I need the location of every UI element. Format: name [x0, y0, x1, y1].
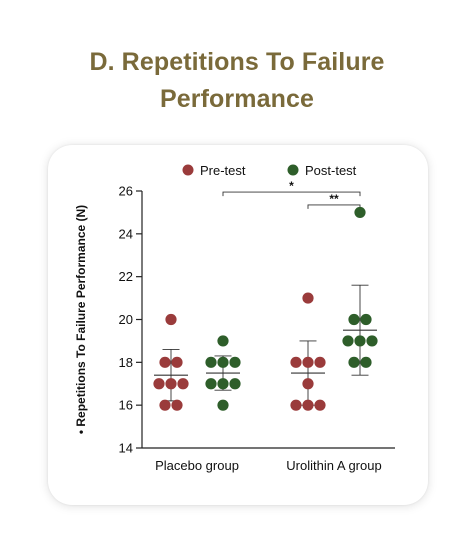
y-tick-label: 16 — [119, 398, 133, 413]
data-point — [302, 378, 314, 390]
data-point — [229, 378, 241, 390]
data-point — [171, 356, 183, 368]
y-tick-label: 18 — [119, 355, 133, 370]
legend: Pre-test Post-test — [182, 163, 357, 178]
data-point — [360, 356, 372, 368]
data-point — [205, 378, 217, 390]
axes-layer: 14 16 18 20 22 24 26 Placebo group Urolithin A g… — [74, 184, 395, 473]
data-point — [354, 335, 366, 347]
data-point — [348, 313, 360, 326]
x-tick-label: Placebo group — [155, 458, 239, 473]
data-point — [159, 356, 171, 368]
data-point — [205, 356, 217, 368]
y-tick-label: 14 — [119, 441, 133, 456]
y-tick-label: 20 — [119, 312, 133, 327]
data-point — [342, 335, 354, 347]
x-tick-label: Urolithin A group — [286, 458, 381, 473]
data-points — [153, 206, 378, 411]
y-tick-label: 24 — [119, 226, 133, 241]
data-point — [217, 399, 229, 411]
data-point — [290, 399, 302, 411]
chart-card — [48, 145, 428, 505]
y-tick-label: 26 — [119, 184, 133, 199]
data-point — [165, 313, 177, 326]
legend-marker — [287, 164, 299, 176]
data-point — [354, 206, 366, 219]
error-bars — [154, 284, 377, 406]
data-point — [159, 399, 171, 411]
data-point — [217, 378, 229, 390]
legend-label: Post-test — [305, 163, 357, 178]
page-title: D. Repetitions To Failure Performance — [0, 44, 474, 118]
y-tick-label: 22 — [119, 269, 133, 284]
y-axis-label: • Repetitions To Failure Performance (N) — [74, 205, 88, 434]
data-point — [348, 356, 360, 368]
data-point — [360, 313, 372, 326]
data-point — [229, 356, 241, 368]
data-point — [302, 292, 314, 304]
data-point — [217, 356, 229, 368]
data-point — [177, 378, 189, 390]
title-line-1: D. Repetitions To Failure — [89, 48, 385, 76]
data-point — [302, 356, 314, 368]
data-point — [153, 378, 165, 390]
significance-bracket — [222, 191, 361, 197]
data-point — [171, 399, 183, 411]
legend-label: Pre-test — [200, 163, 246, 178]
significance-annotations: *** — [222, 179, 361, 209]
data-point — [314, 356, 326, 368]
legend-marker — [182, 164, 194, 176]
data-point — [314, 399, 326, 411]
data-point — [217, 335, 229, 347]
data-point — [366, 335, 378, 347]
significance-label: ** — [329, 192, 339, 206]
data-point — [302, 399, 314, 411]
data-point — [165, 378, 177, 390]
significance-label: * — [289, 179, 294, 193]
title-line-2: Performance — [160, 85, 314, 113]
data-point — [290, 356, 302, 368]
